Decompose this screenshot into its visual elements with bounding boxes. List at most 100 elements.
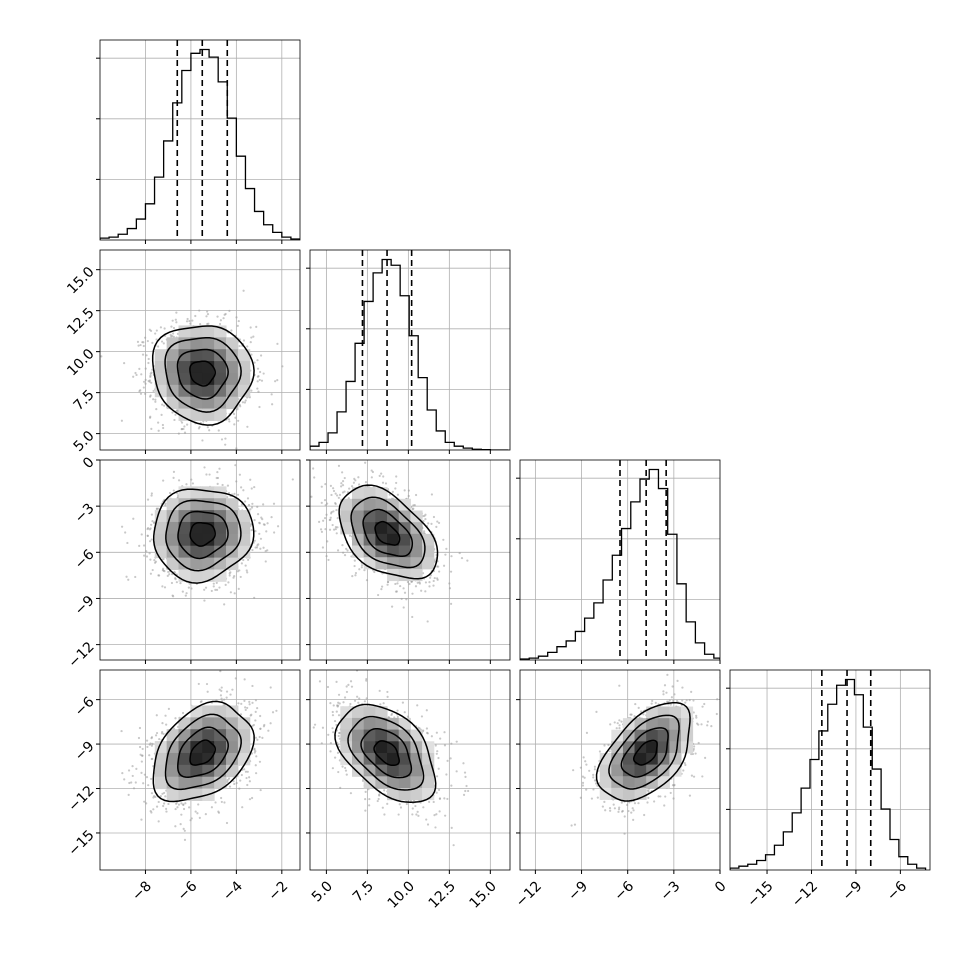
scatter-point [331, 523, 334, 527]
density-cell [202, 325, 215, 338]
scatter-point [219, 319, 222, 322]
density-cell [214, 764, 227, 778]
y-tick-label: 10.0 [64, 346, 97, 379]
scatter-point [227, 491, 231, 495]
density-cell [363, 510, 376, 523]
scatter-point [246, 425, 249, 428]
scatter-point [663, 804, 666, 807]
scatter-point [396, 582, 399, 585]
scatter-point [189, 819, 192, 822]
scatter-point [627, 809, 630, 813]
density-cell [340, 741, 353, 754]
scatter-point [204, 813, 207, 816]
scatter-point [420, 589, 423, 592]
scatter-point [190, 478, 193, 481]
scatter-point [368, 797, 371, 801]
scatter-point [582, 756, 585, 759]
scatter-point [435, 791, 438, 794]
scatter-point [147, 357, 150, 361]
scatter-point [434, 744, 437, 747]
joint-panel-content [304, 460, 510, 660]
scatter-point [136, 340, 140, 343]
scatter-point [255, 325, 258, 328]
scatter-point [425, 727, 429, 730]
scatter-point [218, 688, 221, 691]
density-cell [190, 510, 203, 523]
scatter-point [233, 423, 236, 426]
scatter-point [140, 771, 143, 774]
scatter-point [336, 494, 339, 497]
scatter-point [262, 503, 265, 506]
scatter-point [225, 690, 229, 693]
scatter-point [383, 813, 386, 816]
density-cell [154, 510, 168, 523]
scatter-point [671, 685, 674, 688]
scatter-point [190, 587, 193, 590]
density-cell [634, 752, 647, 766]
scatter-point [253, 539, 256, 542]
scatter-point [325, 555, 328, 558]
scatter-point [148, 754, 151, 757]
scatter-point [179, 582, 182, 585]
scatter-point [449, 757, 452, 760]
scatter-point [131, 774, 134, 778]
scatter-point [161, 585, 164, 588]
density-cell [352, 729, 365, 742]
scatter-point [465, 784, 468, 788]
density-cell [178, 776, 191, 790]
scatter-point [349, 680, 353, 683]
scatter-point [592, 773, 595, 776]
scatter-point [140, 373, 143, 376]
scatter-point [384, 482, 388, 485]
scatter-point [664, 795, 667, 798]
scatter-point [266, 549, 269, 552]
scatter-point [684, 701, 687, 704]
scatter-point [254, 530, 257, 533]
density-cell [352, 510, 365, 523]
scatter-point [180, 427, 184, 431]
y-tick-label: −9 [72, 593, 98, 619]
scatter-point [177, 803, 181, 806]
scatter-point [199, 323, 202, 326]
scatter-point [368, 804, 371, 807]
density-cell [166, 533, 180, 547]
density-cell [190, 337, 203, 350]
scatter-point [252, 723, 255, 727]
scatter-point [382, 475, 385, 478]
scatter-point [407, 494, 410, 498]
scatter-point [127, 793, 130, 797]
density-cell [352, 717, 365, 731]
scatter-point [258, 378, 261, 382]
scatter-point [334, 528, 337, 531]
scatter-point [264, 560, 267, 563]
scatter-point [254, 736, 257, 739]
scatter-point [633, 715, 636, 718]
scatter-point [150, 492, 153, 495]
scatter-point [628, 801, 631, 804]
scatter-point [342, 551, 345, 554]
scatter-point [241, 806, 244, 809]
scatter-point [695, 716, 698, 719]
scatter-point [364, 797, 367, 801]
density-cell [226, 729, 239, 742]
density-cell [646, 741, 659, 754]
density-cell [410, 764, 423, 777]
scatter-point [158, 737, 161, 741]
scatter-point [139, 392, 143, 395]
scatter-point [144, 336, 147, 339]
scatter-point [335, 723, 338, 727]
scatter-point [176, 806, 179, 809]
density-cell [237, 545, 251, 559]
scatter-point [255, 755, 258, 758]
x-tick-label: 7.5 [350, 878, 377, 905]
scatter-point [357, 476, 360, 479]
scatter-point [143, 773, 146, 776]
scatter-point [261, 736, 264, 739]
density-cell [387, 764, 400, 777]
scatter-point [138, 544, 141, 547]
scatter-point [394, 582, 397, 586]
scatter-point [670, 696, 673, 699]
y-tick-label: −12 [65, 783, 97, 815]
scatter-point [164, 504, 167, 507]
scatter-point [304, 517, 306, 519]
